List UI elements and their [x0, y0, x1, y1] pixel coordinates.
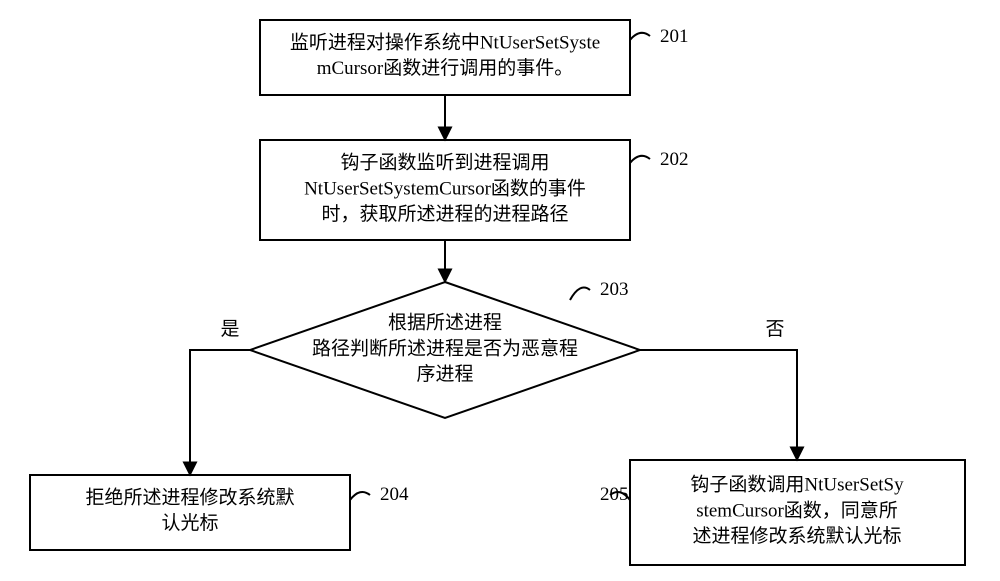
- step-label-204: 204: [380, 484, 409, 505]
- node-n205-line: 钩子函数调用NtUserSetSy: [690, 474, 904, 496]
- label-connector: [630, 33, 650, 40]
- node-n203-line: 路径判断所述进程是否为恶意程: [312, 337, 578, 359]
- node-n205-line: stemCursor函数，同意所: [696, 499, 898, 521]
- node-n202-line: NtUserSetSystemCursor函数的事件: [304, 177, 586, 199]
- node-n201-line: 监听进程对操作系统中NtUserSetSyste: [290, 32, 600, 54]
- step-label-202: 202: [660, 149, 689, 170]
- label-connector: [630, 156, 650, 163]
- node-n203-line: 根据所述进程: [388, 312, 502, 334]
- flowchart: 是 否 监听进程对操作系统中NtUserSetSyste mCursor函数进行调用…: [0, 0, 1000, 581]
- node-n204-line: 认光标: [161, 512, 218, 534]
- step-label-203: 203: [600, 279, 629, 300]
- label-connector: [350, 492, 370, 500]
- node-n204-line: 拒绝所述进程修改系统默: [85, 487, 294, 509]
- node-n201-line: mCursor函数进行调用的事件。: [317, 57, 574, 79]
- edge: [640, 350, 797, 460]
- node-n205-line: 述进程修改系统默认光标: [692, 525, 901, 547]
- labels-layer: 201202203204205: [350, 26, 689, 505]
- step-label-201: 201: [660, 26, 689, 47]
- node-n202-line: 钩子函数监听到进程调用: [340, 152, 549, 174]
- edge: [190, 350, 250, 475]
- edge-label: 是: [220, 319, 239, 340]
- nodes-layer: 监听进程对操作系统中NtUserSetSyste mCursor函数进行调用的事件…: [30, 20, 965, 565]
- label-connector: [570, 288, 590, 300]
- node-n203-line: 序进程: [416, 363, 473, 385]
- edge-label: 否: [765, 319, 784, 340]
- node-n202-line: 时，获取所述进程的进程路径: [321, 203, 568, 225]
